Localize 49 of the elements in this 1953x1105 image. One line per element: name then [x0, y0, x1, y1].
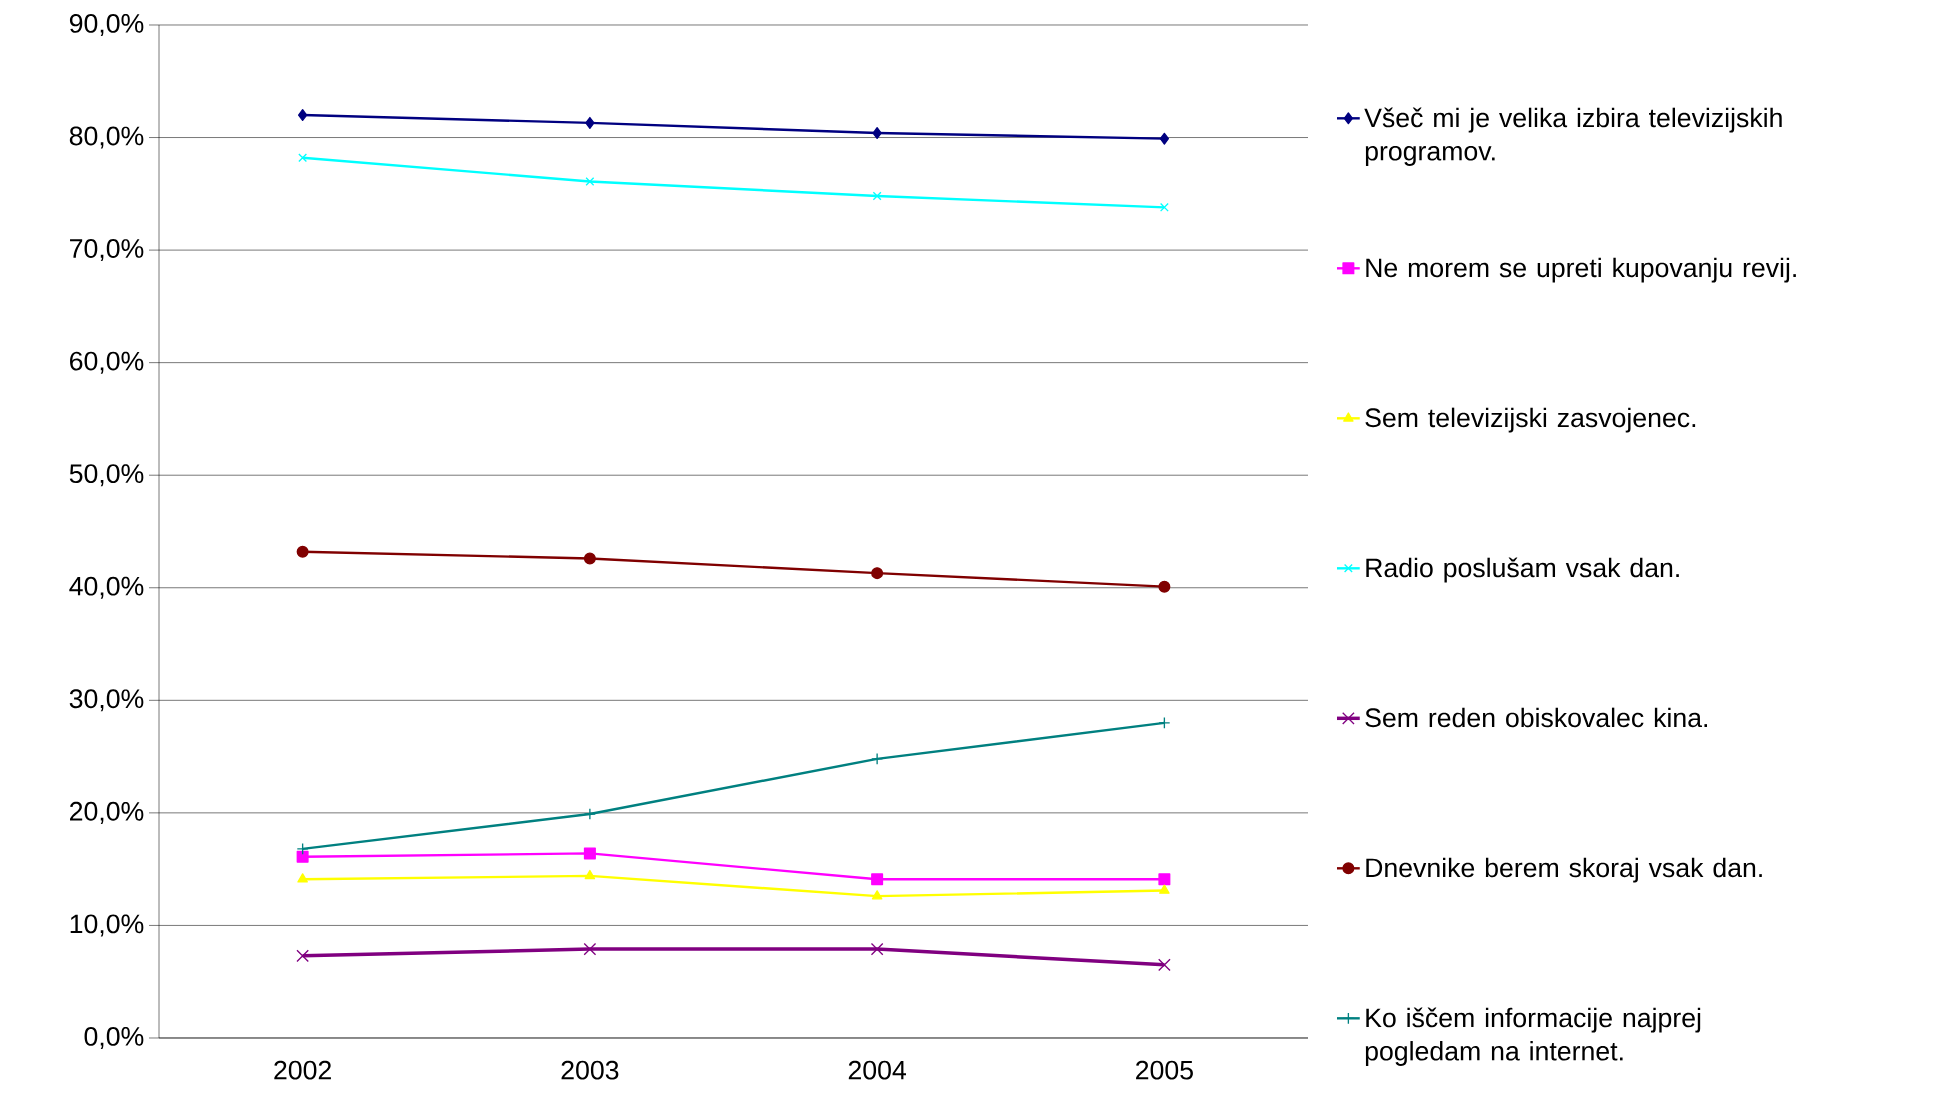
legend-label: Sem televizijski zasvojenec.: [1365, 407, 1696, 433]
point: [585, 177, 595, 186]
point: [585, 116, 595, 129]
point: [296, 842, 309, 855]
y-tick-label: 30,0%: [69, 689, 144, 712]
x-tick-label: 2003: [561, 1060, 619, 1080]
y-tick-label: 70,0%: [70, 239, 144, 262]
y-tick-label: 10,0%: [70, 914, 144, 937]
point: [1158, 958, 1171, 972]
point: [1159, 884, 1170, 894]
point: [583, 942, 597, 956]
point: [296, 949, 309, 963]
x-tick-label: 2004: [848, 1060, 906, 1080]
point: [1158, 873, 1171, 886]
y-tick-label: 90,0%: [69, 13, 144, 36]
point: [583, 847, 596, 860]
legend-label: Dnevnike berem skoraj vsak dan.: [1366, 857, 1762, 883]
legend-label: Všeč mi je velika izbira televizijskih programov.: [1364, 107, 1782, 166]
x-tick-label: 2002: [274, 1060, 331, 1080]
point: [297, 873, 308, 883]
point: [1159, 202, 1169, 212]
point: [583, 807, 596, 820]
x-tick-label: 2005: [1136, 1060, 1193, 1080]
point: [872, 191, 882, 201]
point: [297, 109, 308, 122]
point: [296, 850, 309, 863]
point: [871, 567, 884, 580]
y-tick-label: 60,0%: [70, 351, 144, 374]
point: [870, 942, 884, 956]
legend-label: Sem reden obiskovalec kina.: [1365, 707, 1707, 728]
legend-label: Ne morem se upreti kupovanju revij.: [1366, 257, 1796, 283]
y-tick-label: 0,0%: [84, 1026, 144, 1049]
point: [1158, 580, 1171, 593]
legend-label: Radio poslušam vsak dan.: [1366, 557, 1679, 583]
point: [871, 873, 884, 886]
y-tick-label: 50,0%: [69, 464, 144, 487]
point: [583, 552, 596, 565]
point: [298, 153, 308, 163]
point: [1158, 716, 1171, 729]
legend-label: Ko iščem informacije najprej pogledam na internet.: [1365, 1007, 1701, 1066]
y-tick-label: 20,0%: [70, 801, 144, 824]
y-tick-label: 80,0%: [69, 126, 144, 149]
point: [584, 869, 596, 880]
point: [871, 890, 883, 900]
point: [296, 545, 309, 558]
point: [871, 752, 884, 765]
y-tick-label: 40,0%: [69, 576, 144, 599]
point: [1159, 132, 1170, 145]
point: [872, 127, 882, 140]
